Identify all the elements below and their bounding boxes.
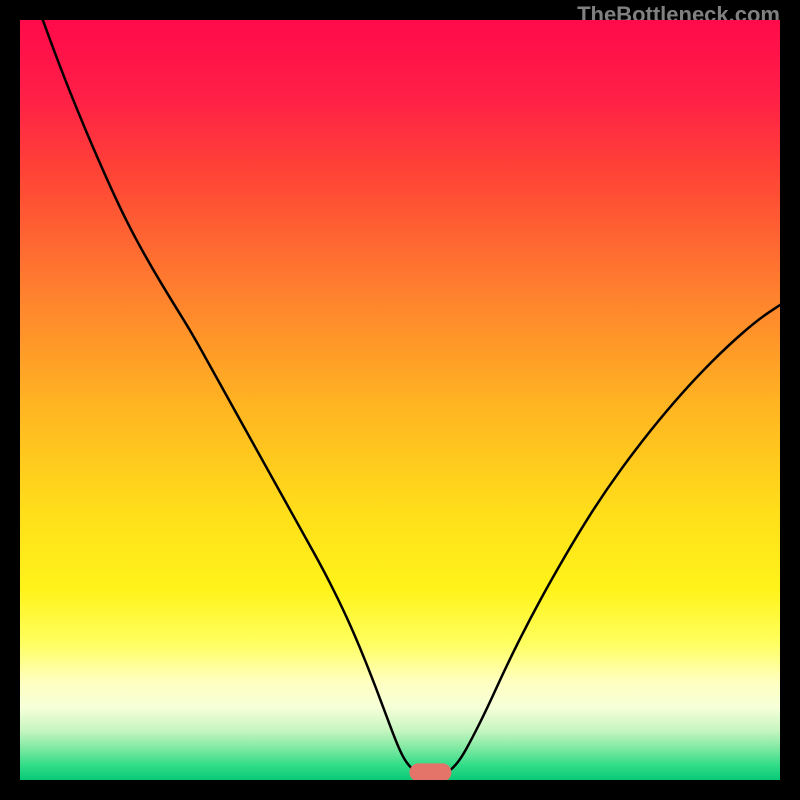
chart-container: TheBottleneck.com [0, 0, 800, 800]
plot-area [20, 20, 780, 780]
gradient-background [20, 20, 780, 780]
optimal-marker [409, 763, 451, 780]
chart-svg [20, 20, 780, 780]
